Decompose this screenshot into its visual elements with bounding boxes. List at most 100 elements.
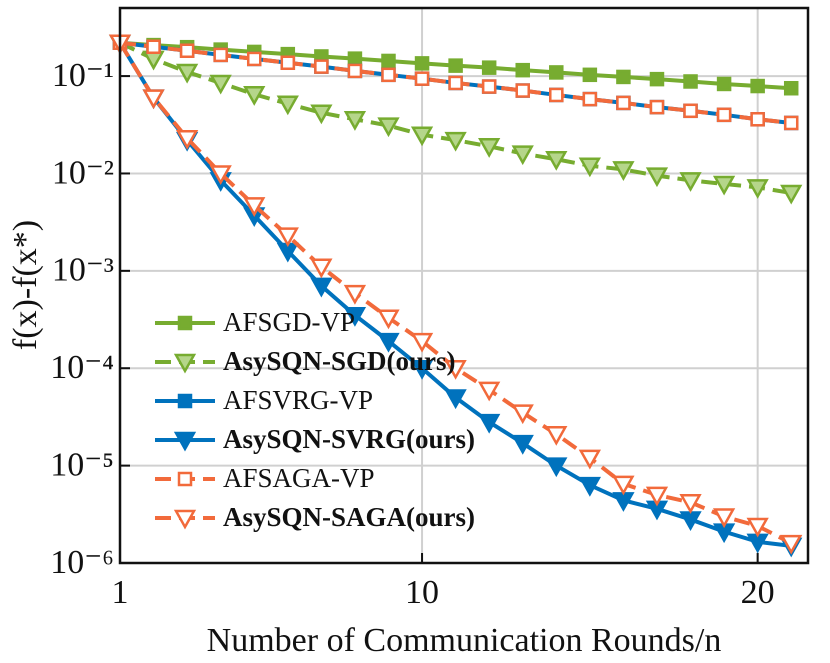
marker [616, 69, 631, 85]
y-tick-label: 10⁻⁶ [50, 544, 114, 581]
marker [381, 53, 396, 69]
legend-label: AFSAGA-VP [223, 463, 375, 493]
marker [142, 50, 165, 71]
legend: AFSGD-VP AsySQN-SGD(ours) AFSVRG-VP AsySQN-… [155, 307, 475, 532]
marker [612, 475, 635, 496]
marker [209, 74, 232, 95]
y-tick-label: 10⁻¹ [52, 57, 114, 94]
marker [173, 509, 197, 530]
marker [649, 99, 665, 115]
marker [410, 359, 434, 380]
marker [209, 165, 232, 186]
x-tick-label: 1 [112, 574, 129, 611]
marker [582, 67, 598, 83]
marker [783, 115, 799, 131]
y-tick-label: 10⁻⁴ [50, 349, 114, 386]
marker [746, 179, 769, 199]
marker [545, 425, 568, 446]
marker [712, 508, 736, 529]
marker [414, 56, 430, 71]
marker [612, 161, 635, 181]
y-tick-label: 10⁻³ [52, 252, 114, 289]
marker [310, 277, 333, 298]
marker [545, 457, 568, 478]
marker [410, 332, 434, 353]
marker [276, 227, 299, 248]
marker [175, 63, 199, 84]
marker [746, 517, 769, 538]
legend-label: AsySQN-SVRG(ours) [223, 424, 475, 454]
marker [481, 79, 497, 94]
marker [444, 389, 467, 410]
marker [511, 434, 534, 455]
marker [175, 129, 199, 150]
marker [177, 315, 193, 331]
series-line [118, 41, 792, 548]
x-tick-label: 10 [405, 574, 439, 611]
marker [712, 175, 736, 196]
marker [515, 62, 530, 78]
legend-label: AsySQN-SAGA(ours) [223, 502, 475, 532]
marker [444, 359, 467, 380]
marker [213, 47, 228, 63]
marker [377, 309, 400, 330]
marker [343, 306, 367, 327]
marker [177, 393, 193, 409]
marker [377, 117, 400, 138]
marker [478, 381, 501, 402]
y-tick-label: 10⁻² [52, 154, 114, 191]
marker [683, 103, 698, 119]
marker [142, 89, 165, 110]
plot-frame [118, 6, 810, 565]
x-tick-label: 20 [741, 574, 775, 611]
marker [280, 55, 296, 71]
marker [246, 51, 262, 67]
marker [511, 145, 534, 166]
marker [444, 131, 467, 152]
marker [511, 404, 534, 425]
marker [343, 284, 367, 305]
marker [179, 43, 195, 58]
marker [343, 111, 367, 131]
marker [679, 494, 702, 514]
legend-label: AFSVRG-VP [223, 385, 373, 415]
marker [783, 80, 799, 96]
marker [243, 86, 266, 106]
marker [146, 39, 161, 55]
marker [578, 157, 601, 178]
marker [549, 65, 564, 80]
marker [582, 91, 598, 107]
marker [649, 71, 665, 87]
y-axis-label: f(x)-f(x*) [7, 220, 44, 350]
marker [616, 95, 631, 111]
marker [478, 138, 501, 158]
marker [645, 167, 669, 188]
marker [750, 78, 765, 94]
marker [549, 87, 564, 103]
y-tick-label: 10⁻⁵ [50, 446, 114, 483]
marker [310, 104, 333, 125]
marker [347, 63, 363, 79]
marker [716, 107, 732, 123]
marker [578, 449, 601, 470]
marker [716, 76, 732, 92]
marker [314, 59, 329, 74]
marker [679, 172, 702, 192]
x-axis-label: Number of Communication Rounds/n [207, 622, 722, 659]
marker [377, 332, 400, 353]
marker [683, 74, 698, 89]
marker [414, 71, 430, 86]
marker [410, 126, 434, 147]
marker [478, 413, 501, 434]
marker [310, 258, 333, 279]
marker [515, 83, 530, 98]
marker [780, 184, 803, 205]
marker [243, 197, 266, 217]
marker [448, 58, 463, 73]
marker [276, 95, 299, 116]
marker [780, 534, 803, 555]
marker [545, 150, 568, 171]
marker [173, 353, 197, 374]
marker [448, 75, 463, 91]
